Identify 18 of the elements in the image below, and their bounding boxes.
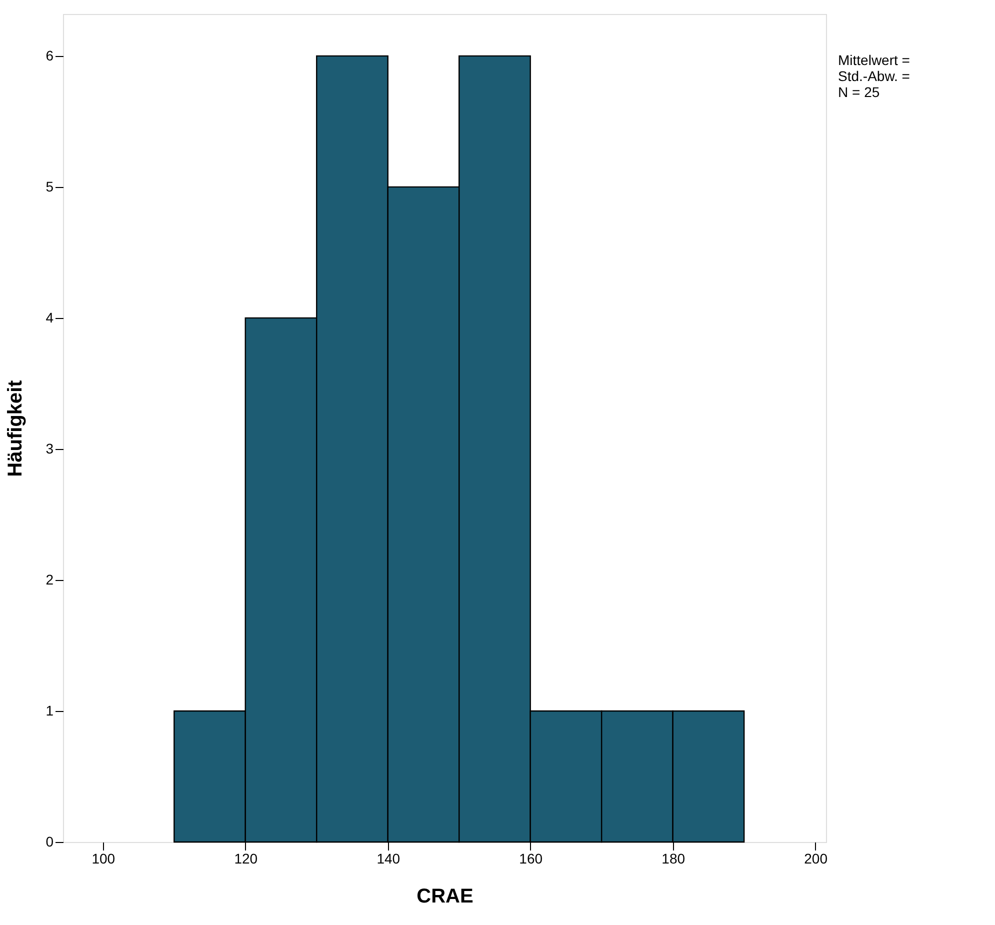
y-axis-title: Häufigkeit — [4, 380, 27, 477]
y-tick-label: 1 — [46, 702, 54, 718]
y-tick-label: 3 — [46, 440, 54, 456]
y-tick-label: 5 — [46, 178, 54, 194]
text: Std.-Abw. = — [838, 68, 910, 84]
y-tick-label: 2 — [46, 571, 54, 588]
x-tick-label: 100 — [92, 850, 116, 866]
x-tick-label: 160 — [519, 850, 543, 866]
text: Mittelwert = — [838, 52, 910, 68]
y-tick-label: 4 — [46, 309, 54, 326]
x-tick-label: 200 — [804, 850, 828, 866]
x-tick-label: 120 — [234, 850, 258, 866]
y-tick-label: 0 — [46, 834, 54, 850]
x-axis-title: CRAE — [416, 886, 474, 908]
y-tick-label: 6 — [46, 47, 54, 64]
x-tick-label: 180 — [662, 850, 686, 866]
text: N = 25 — [838, 84, 880, 100]
x-tick-label: 140 — [376, 850, 400, 866]
